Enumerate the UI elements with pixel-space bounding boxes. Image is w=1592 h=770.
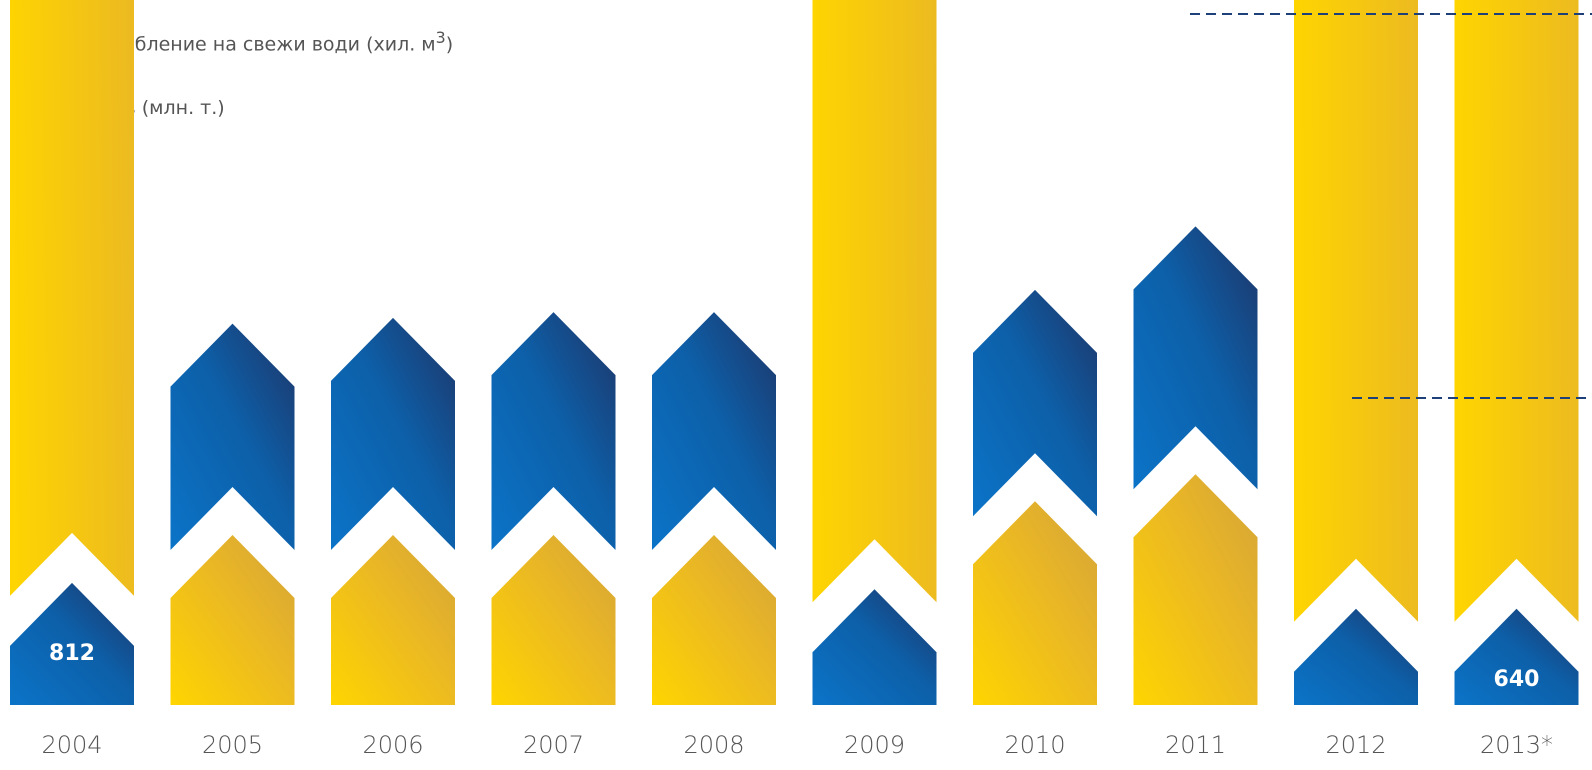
bar-water-2010 bbox=[973, 289, 1097, 517]
x-tick-label-2008: 2008 bbox=[683, 731, 744, 759]
bar-water-2013* bbox=[1454, 608, 1579, 705]
data-label-water-2004: 812 bbox=[49, 641, 95, 666]
x-tick-label-2012: 2012 bbox=[1325, 731, 1386, 759]
bar-water-2012 bbox=[1294, 608, 1418, 705]
bar-production-2011 bbox=[1133, 474, 1258, 705]
x-tick-label-2006: 2006 bbox=[362, 731, 423, 759]
bar-production-2006 bbox=[331, 535, 455, 705]
bar-production-2005 bbox=[170, 535, 295, 705]
bar-production-2009 bbox=[812, 0, 937, 603]
x-tick-label-2009: 2009 bbox=[844, 731, 905, 759]
x-tick-label-2011: 2011 bbox=[1165, 731, 1226, 759]
bar-water-2005 bbox=[170, 323, 295, 550]
x-tick-label-2004: 2004 bbox=[41, 731, 102, 759]
bar-water-2004 bbox=[10, 582, 134, 705]
bar-production-2004 bbox=[10, 0, 134, 596]
bar-water-2011 bbox=[1133, 226, 1258, 490]
x-tick-label-2005: 2005 bbox=[202, 731, 263, 759]
bar-water-2006 bbox=[331, 317, 455, 550]
bar-production-2012 bbox=[1294, 0, 1418, 622]
x-tick-label-2010: 2010 bbox=[1004, 731, 1065, 759]
bar-water-2009 bbox=[812, 589, 937, 705]
bar-water-2008 bbox=[652, 312, 776, 550]
bar-water-2007 bbox=[491, 312, 616, 550]
bar-production-2008 bbox=[652, 535, 776, 705]
bar-production-2013* bbox=[1454, 0, 1579, 622]
bar-production-2007 bbox=[491, 535, 616, 705]
x-tick-label-2013*: 2013* bbox=[1480, 731, 1553, 759]
data-label-water-2013*: 640 bbox=[1494, 667, 1540, 692]
bar-production-2010 bbox=[973, 501, 1097, 705]
x-tick-label-2007: 2007 bbox=[523, 731, 584, 759]
legend-label-water: Потребление на свежи води (хил. м3) bbox=[74, 28, 454, 56]
